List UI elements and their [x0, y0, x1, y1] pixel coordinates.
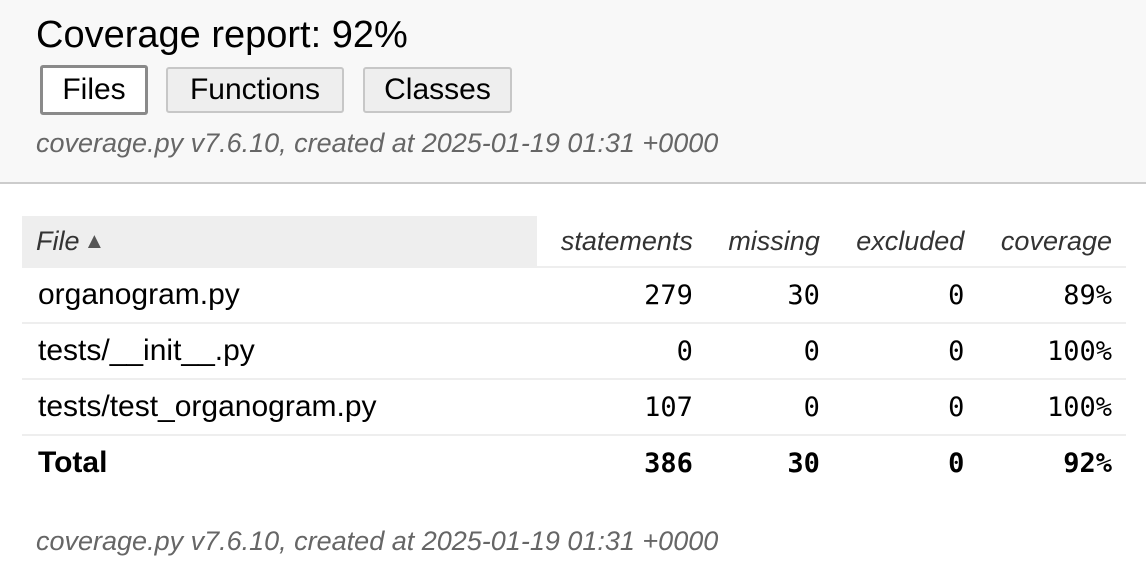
- column-statements[interactable]: statements: [537, 216, 707, 268]
- total-missing: 30: [787, 447, 820, 479]
- missing-cell: 30: [706, 267, 834, 324]
- statements-cell: 279: [537, 267, 707, 324]
- header-meta: coverage.py v7.6.10, created at 2025-01-…: [36, 128, 719, 158]
- column-missing[interactable]: missing: [706, 216, 834, 268]
- file-cell: organogram.py: [22, 267, 537, 324]
- sort-ascending-icon: ▲: [83, 227, 106, 253]
- file-link[interactable]: tests/test_organogram.py: [38, 390, 377, 423]
- tab-files[interactable]: Files: [40, 65, 148, 115]
- total-statements: 386: [644, 447, 693, 479]
- file-link[interactable]: tests/__init__.py: [38, 334, 255, 367]
- table-row: tests/__init__.py 0 0 0 100%: [22, 323, 1126, 380]
- total-row: Total 386 30 0 92%: [22, 435, 1126, 490]
- file-cell: tests/test_organogram.py: [22, 379, 537, 436]
- statements-cell: 107: [537, 379, 707, 436]
- table-row: organogram.py 279 30 0 89%: [22, 267, 1126, 324]
- footer-meta: coverage.py v7.6.10, created at 2025-01-…: [36, 526, 719, 556]
- total-label: Total: [38, 446, 108, 479]
- missing-cell: 0: [706, 379, 834, 436]
- statements-cell: 0: [537, 323, 707, 380]
- file-link[interactable]: organogram.py: [38, 278, 240, 311]
- total-coverage: 92%: [1063, 447, 1112, 479]
- column-file-label: File: [36, 225, 80, 256]
- column-excluded[interactable]: excluded: [833, 216, 979, 268]
- tab-functions[interactable]: Functions: [166, 67, 344, 113]
- file-cell: tests/__init__.py: [22, 323, 537, 380]
- missing-cell: 0: [706, 323, 834, 380]
- total-excluded: 0: [948, 447, 965, 479]
- coverage-table: File ▲ statements missing excluded covera…: [22, 216, 1126, 490]
- tab-classes[interactable]: Classes: [363, 67, 512, 113]
- excluded-cell: 0: [833, 323, 979, 380]
- column-file[interactable]: File ▲: [22, 216, 537, 268]
- page-title: Coverage report: 92%: [36, 14, 408, 56]
- excluded-cell: 0: [833, 267, 979, 324]
- report-header: Coverage report: 92% Files Functions Cla…: [0, 0, 1146, 184]
- column-coverage[interactable]: coverage: [978, 216, 1126, 268]
- coverage-cell: 100%: [978, 379, 1126, 436]
- table-row: tests/test_organogram.py 107 0 0 100%: [22, 379, 1126, 436]
- coverage-cell: 100%: [978, 323, 1126, 380]
- excluded-cell: 0: [833, 379, 979, 436]
- table-header-row: File ▲ statements missing excluded covera…: [22, 216, 1126, 268]
- coverage-cell: 89%: [978, 267, 1126, 324]
